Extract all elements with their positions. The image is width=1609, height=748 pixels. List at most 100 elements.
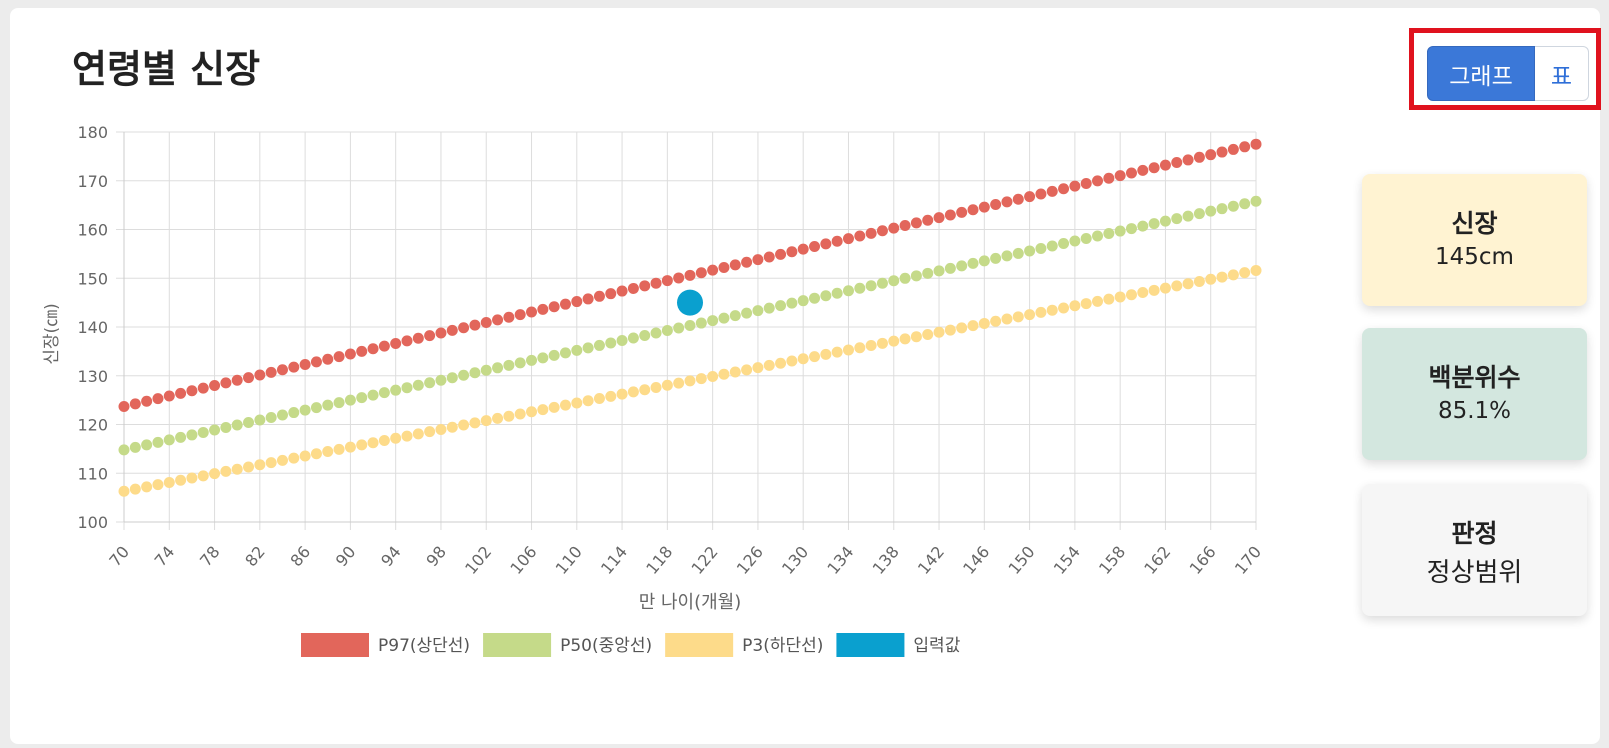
legend-item[interactable]: P3(하단선) (665, 633, 823, 657)
data-point (254, 459, 266, 471)
data-point (1069, 235, 1081, 247)
data-point (707, 370, 719, 382)
data-point (480, 317, 492, 329)
data-point (763, 359, 775, 371)
data-point (265, 457, 277, 469)
x-tick-label: 102 (461, 542, 495, 578)
y-tick-label: 110 (77, 464, 108, 483)
x-tick-label: 138 (869, 542, 903, 578)
data-point (220, 421, 232, 433)
data-point (344, 441, 356, 453)
data-point (752, 254, 764, 266)
x-tick-label: 126 (733, 542, 767, 578)
data-point (922, 214, 934, 226)
data-point (729, 310, 741, 322)
x-tick-label: 98 (422, 542, 450, 570)
data-point (1069, 300, 1081, 312)
data-point (605, 337, 617, 349)
data-point (548, 401, 560, 413)
legend-label: P97(상단선) (378, 636, 470, 656)
data-point (412, 379, 424, 391)
data-point (627, 386, 639, 398)
data-point (129, 483, 141, 495)
x-tick-label: 118 (642, 542, 676, 578)
data-point (344, 394, 356, 406)
x-tick-label: 146 (959, 542, 993, 578)
data-point (1205, 149, 1217, 161)
data-point (469, 367, 481, 379)
data-point (231, 419, 243, 431)
data-point (492, 362, 504, 374)
data-point (1046, 240, 1058, 252)
y-tick-label: 150 (77, 269, 108, 288)
data-point (514, 357, 526, 369)
data-point (1137, 220, 1149, 232)
data-point (978, 255, 990, 267)
x-tick-label: 86 (287, 542, 315, 570)
data-point (1012, 311, 1024, 323)
data-point (118, 485, 130, 497)
legend-label: 입력값 (913, 636, 960, 656)
data-point (1171, 213, 1183, 225)
data-point (695, 373, 707, 385)
data-point (1024, 191, 1036, 203)
data-point (299, 404, 311, 416)
data-point (197, 426, 209, 438)
data-point (775, 357, 787, 369)
data-point (831, 287, 843, 299)
data-point (401, 430, 413, 442)
data-point (1193, 208, 1205, 220)
data-point (186, 385, 198, 397)
data-point (1205, 273, 1217, 285)
data-point (684, 320, 696, 332)
x-tick-label: 114 (597, 542, 631, 578)
data-point (571, 296, 583, 308)
data-point (831, 235, 843, 247)
data-point (820, 348, 832, 360)
x-tick-label: 170 (1231, 542, 1265, 578)
data-point (1182, 210, 1194, 222)
graph-view-button[interactable]: 그래프 (1427, 46, 1535, 101)
data-point (1227, 200, 1239, 212)
data-point (141, 395, 153, 407)
data-point (1080, 233, 1092, 245)
data-point (559, 298, 571, 310)
height-value: 145cm (1435, 244, 1514, 270)
legend-item[interactable]: P97(상단선) (301, 633, 470, 657)
data-point (299, 450, 311, 462)
data-point (888, 335, 900, 347)
chart-card: 연령별 신장 그래프 표 100 110 120 130 140 150 160 170 180… (10, 8, 1601, 744)
data-point (514, 309, 526, 321)
data-point (129, 398, 141, 410)
input-point[interactable] (677, 289, 703, 316)
data-point (944, 324, 956, 336)
data-point (243, 417, 255, 429)
x-tick-label: 90 (332, 542, 360, 570)
data-point (1103, 228, 1115, 240)
data-point (1193, 275, 1205, 287)
x-tick-label: 166 (1186, 542, 1220, 578)
data-point (627, 332, 639, 344)
data-point (809, 292, 821, 304)
legend-item[interactable]: 입력값 (836, 633, 961, 657)
data-point (401, 382, 413, 394)
data-point (786, 297, 798, 309)
data-point (367, 343, 379, 355)
data-point (1227, 269, 1239, 281)
data-point (231, 463, 243, 475)
data-point (809, 240, 821, 252)
data-point (616, 388, 628, 400)
data-point (854, 342, 866, 354)
table-view-button[interactable]: 표 (1535, 46, 1589, 101)
legend-item[interactable]: P50(중앙선) (483, 633, 652, 657)
data-point (865, 340, 877, 352)
data-point (956, 260, 968, 272)
data-point (944, 262, 956, 274)
data-point (1137, 164, 1149, 176)
data-point (129, 441, 141, 453)
y-tick-label: 100 (77, 513, 108, 532)
data-point (1250, 138, 1262, 150)
data-point (1216, 146, 1228, 158)
data-point (786, 355, 798, 367)
data-point (605, 390, 617, 402)
